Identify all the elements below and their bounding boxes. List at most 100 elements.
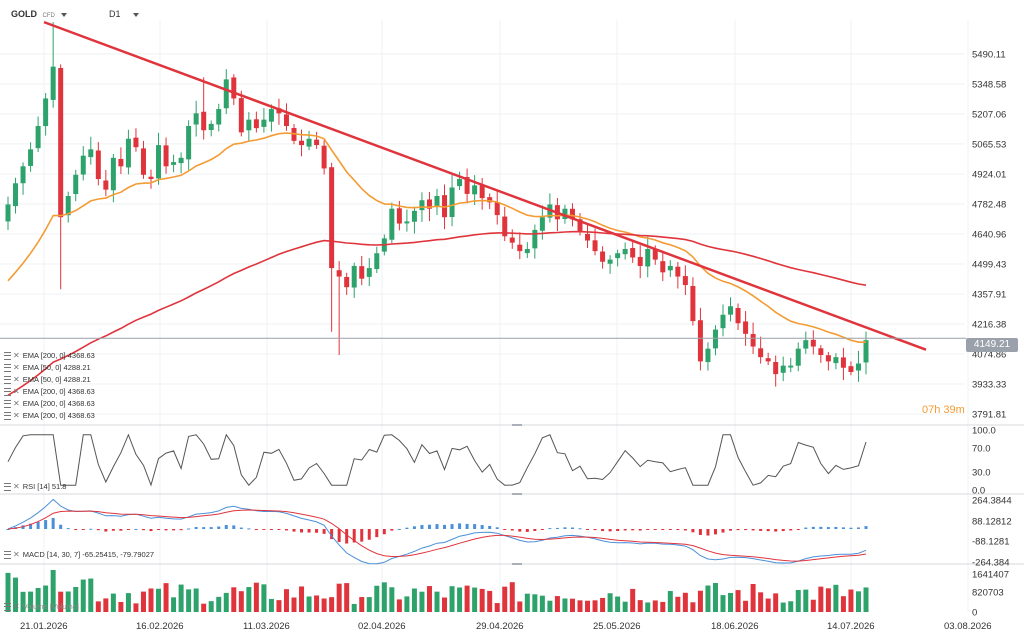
settings-icon[interactable] xyxy=(4,482,11,491)
macd-histogram-bar xyxy=(352,529,356,543)
close-icon[interactable]: ✕ xyxy=(13,375,20,384)
candle-body xyxy=(712,329,718,349)
macd-histogram-bar xyxy=(826,527,830,529)
volume-bar xyxy=(585,600,591,612)
volume-bar xyxy=(637,600,643,612)
indicator-row[interactable]: ✕ EMA [200, 0] 4368.63 xyxy=(4,410,95,422)
candle-body xyxy=(336,270,342,277)
price-tick-label: 4216.38 xyxy=(972,319,1006,330)
macd-histogram-bar xyxy=(126,529,130,530)
settings-icon[interactable] xyxy=(4,388,11,396)
volume-bar xyxy=(80,579,86,612)
macd-histogram-bar xyxy=(330,529,334,540)
volume-bar xyxy=(547,600,553,612)
macd-histogram-bar xyxy=(315,529,319,533)
indicator-row[interactable]: ✕ EMA [50, 0] 4288.21 xyxy=(4,374,95,386)
candle-body xyxy=(720,314,726,329)
rsi-tick-label: 70.0 xyxy=(972,444,991,455)
indicator-label: EMA [200, 0] 4368.63 xyxy=(22,351,95,360)
macd-histogram-bar xyxy=(74,529,78,530)
timeframe-selector[interactable]: D1 xyxy=(109,9,140,19)
indicator-row[interactable]: ✕ EMA [50, 0] 4288.21 xyxy=(4,362,95,374)
macd-line xyxy=(7,498,867,565)
settings-icon[interactable] xyxy=(4,550,11,559)
close-icon[interactable]: ✕ xyxy=(13,387,20,396)
macd-histogram-bar xyxy=(337,529,341,543)
volume-bar xyxy=(750,583,756,612)
macd-histogram-bar xyxy=(774,529,778,532)
macd-histogram-bar xyxy=(713,529,717,535)
macd-histogram-bar xyxy=(194,527,198,529)
rsi-label: RSI [14] 51.8 xyxy=(22,482,67,491)
candle-body xyxy=(426,199,432,209)
rsi-legend[interactable]: ✕ RSI [14] 51.8 xyxy=(4,482,66,491)
volume-bar xyxy=(411,588,417,612)
macd-histogram-bar xyxy=(473,524,477,529)
macd-histogram-bar xyxy=(232,525,236,529)
macd-legend[interactable]: ✕ MACD [14, 30, 7] -65.25415, -79.79027 xyxy=(4,550,154,559)
volume-bar xyxy=(464,585,470,612)
candle-body xyxy=(652,249,658,260)
candle-body xyxy=(253,119,259,129)
volume-bar xyxy=(502,586,508,612)
close-icon[interactable]: ✕ xyxy=(13,363,20,372)
candle-body xyxy=(125,138,131,168)
macd-histogram-bar xyxy=(119,529,123,531)
candle-body xyxy=(675,266,681,277)
candle-body xyxy=(359,266,365,279)
volume-bar xyxy=(825,588,831,612)
candle-body xyxy=(788,365,794,368)
settings-icon[interactable] xyxy=(4,400,11,408)
close-icon[interactable]: ✕ xyxy=(13,351,20,360)
volume-bar xyxy=(442,597,448,612)
settings-icon[interactable] xyxy=(4,602,11,611)
close-icon[interactable]: ✕ xyxy=(13,550,20,559)
macd-tick-label: -264.384 xyxy=(972,558,1010,569)
close-icon[interactable]: ✕ xyxy=(13,411,20,420)
volume-bar xyxy=(487,590,493,612)
close-icon[interactable]: ✕ xyxy=(13,602,20,611)
macd-histogram-bar xyxy=(759,529,763,531)
macd-histogram-bar xyxy=(397,528,401,530)
settings-icon[interactable] xyxy=(4,352,11,360)
macd-histogram-bar xyxy=(781,529,785,532)
volume-bar xyxy=(28,591,34,612)
macd-histogram-bar xyxy=(751,529,755,531)
candle-body xyxy=(615,253,621,259)
macd-histogram-bar xyxy=(646,529,650,530)
indicator-row[interactable]: ✕ EMA [200, 0] 4368.63 xyxy=(4,386,95,398)
macd-histogram-bar xyxy=(81,529,85,530)
candle-body xyxy=(314,139,320,146)
price-tick-label: 5348.58 xyxy=(972,79,1006,90)
indicator-row[interactable]: ✕ EMA [200, 0] 4368.63 xyxy=(4,350,95,362)
chevron-down-icon xyxy=(61,12,68,17)
volume-bar xyxy=(374,585,380,612)
date-tick-label: 25.05.2026 xyxy=(593,621,641,632)
candle-body xyxy=(487,197,493,203)
volume-legend[interactable]: ✕ Volume [Volume] xyxy=(4,602,79,611)
settings-icon[interactable] xyxy=(4,412,11,420)
macd-histogram-bar xyxy=(593,529,597,531)
candle-body xyxy=(539,217,545,231)
candle-body xyxy=(35,126,41,149)
candle-body xyxy=(28,149,34,166)
macd-histogram-bar xyxy=(44,520,48,529)
symbol-selector[interactable]: GOLD CFD xyxy=(11,9,68,19)
indicator-row[interactable]: ✕ EMA [200, 0] 4368.63 xyxy=(4,398,95,410)
candle-body xyxy=(351,265,357,288)
close-icon[interactable]: ✕ xyxy=(13,399,20,408)
volume-bar xyxy=(569,598,575,612)
settings-icon[interactable] xyxy=(4,376,11,384)
candle-body xyxy=(517,244,523,252)
volume-bar xyxy=(103,598,109,612)
volume-bar xyxy=(261,584,267,612)
candle-body xyxy=(201,111,207,131)
macd-histogram-bar xyxy=(141,529,145,531)
settings-icon[interactable] xyxy=(4,364,11,372)
volume-bar xyxy=(840,596,846,612)
candle-body xyxy=(622,249,628,255)
volume-bar xyxy=(494,603,500,612)
price-tick-label: 4499.43 xyxy=(972,259,1006,270)
close-icon[interactable]: ✕ xyxy=(13,482,20,491)
